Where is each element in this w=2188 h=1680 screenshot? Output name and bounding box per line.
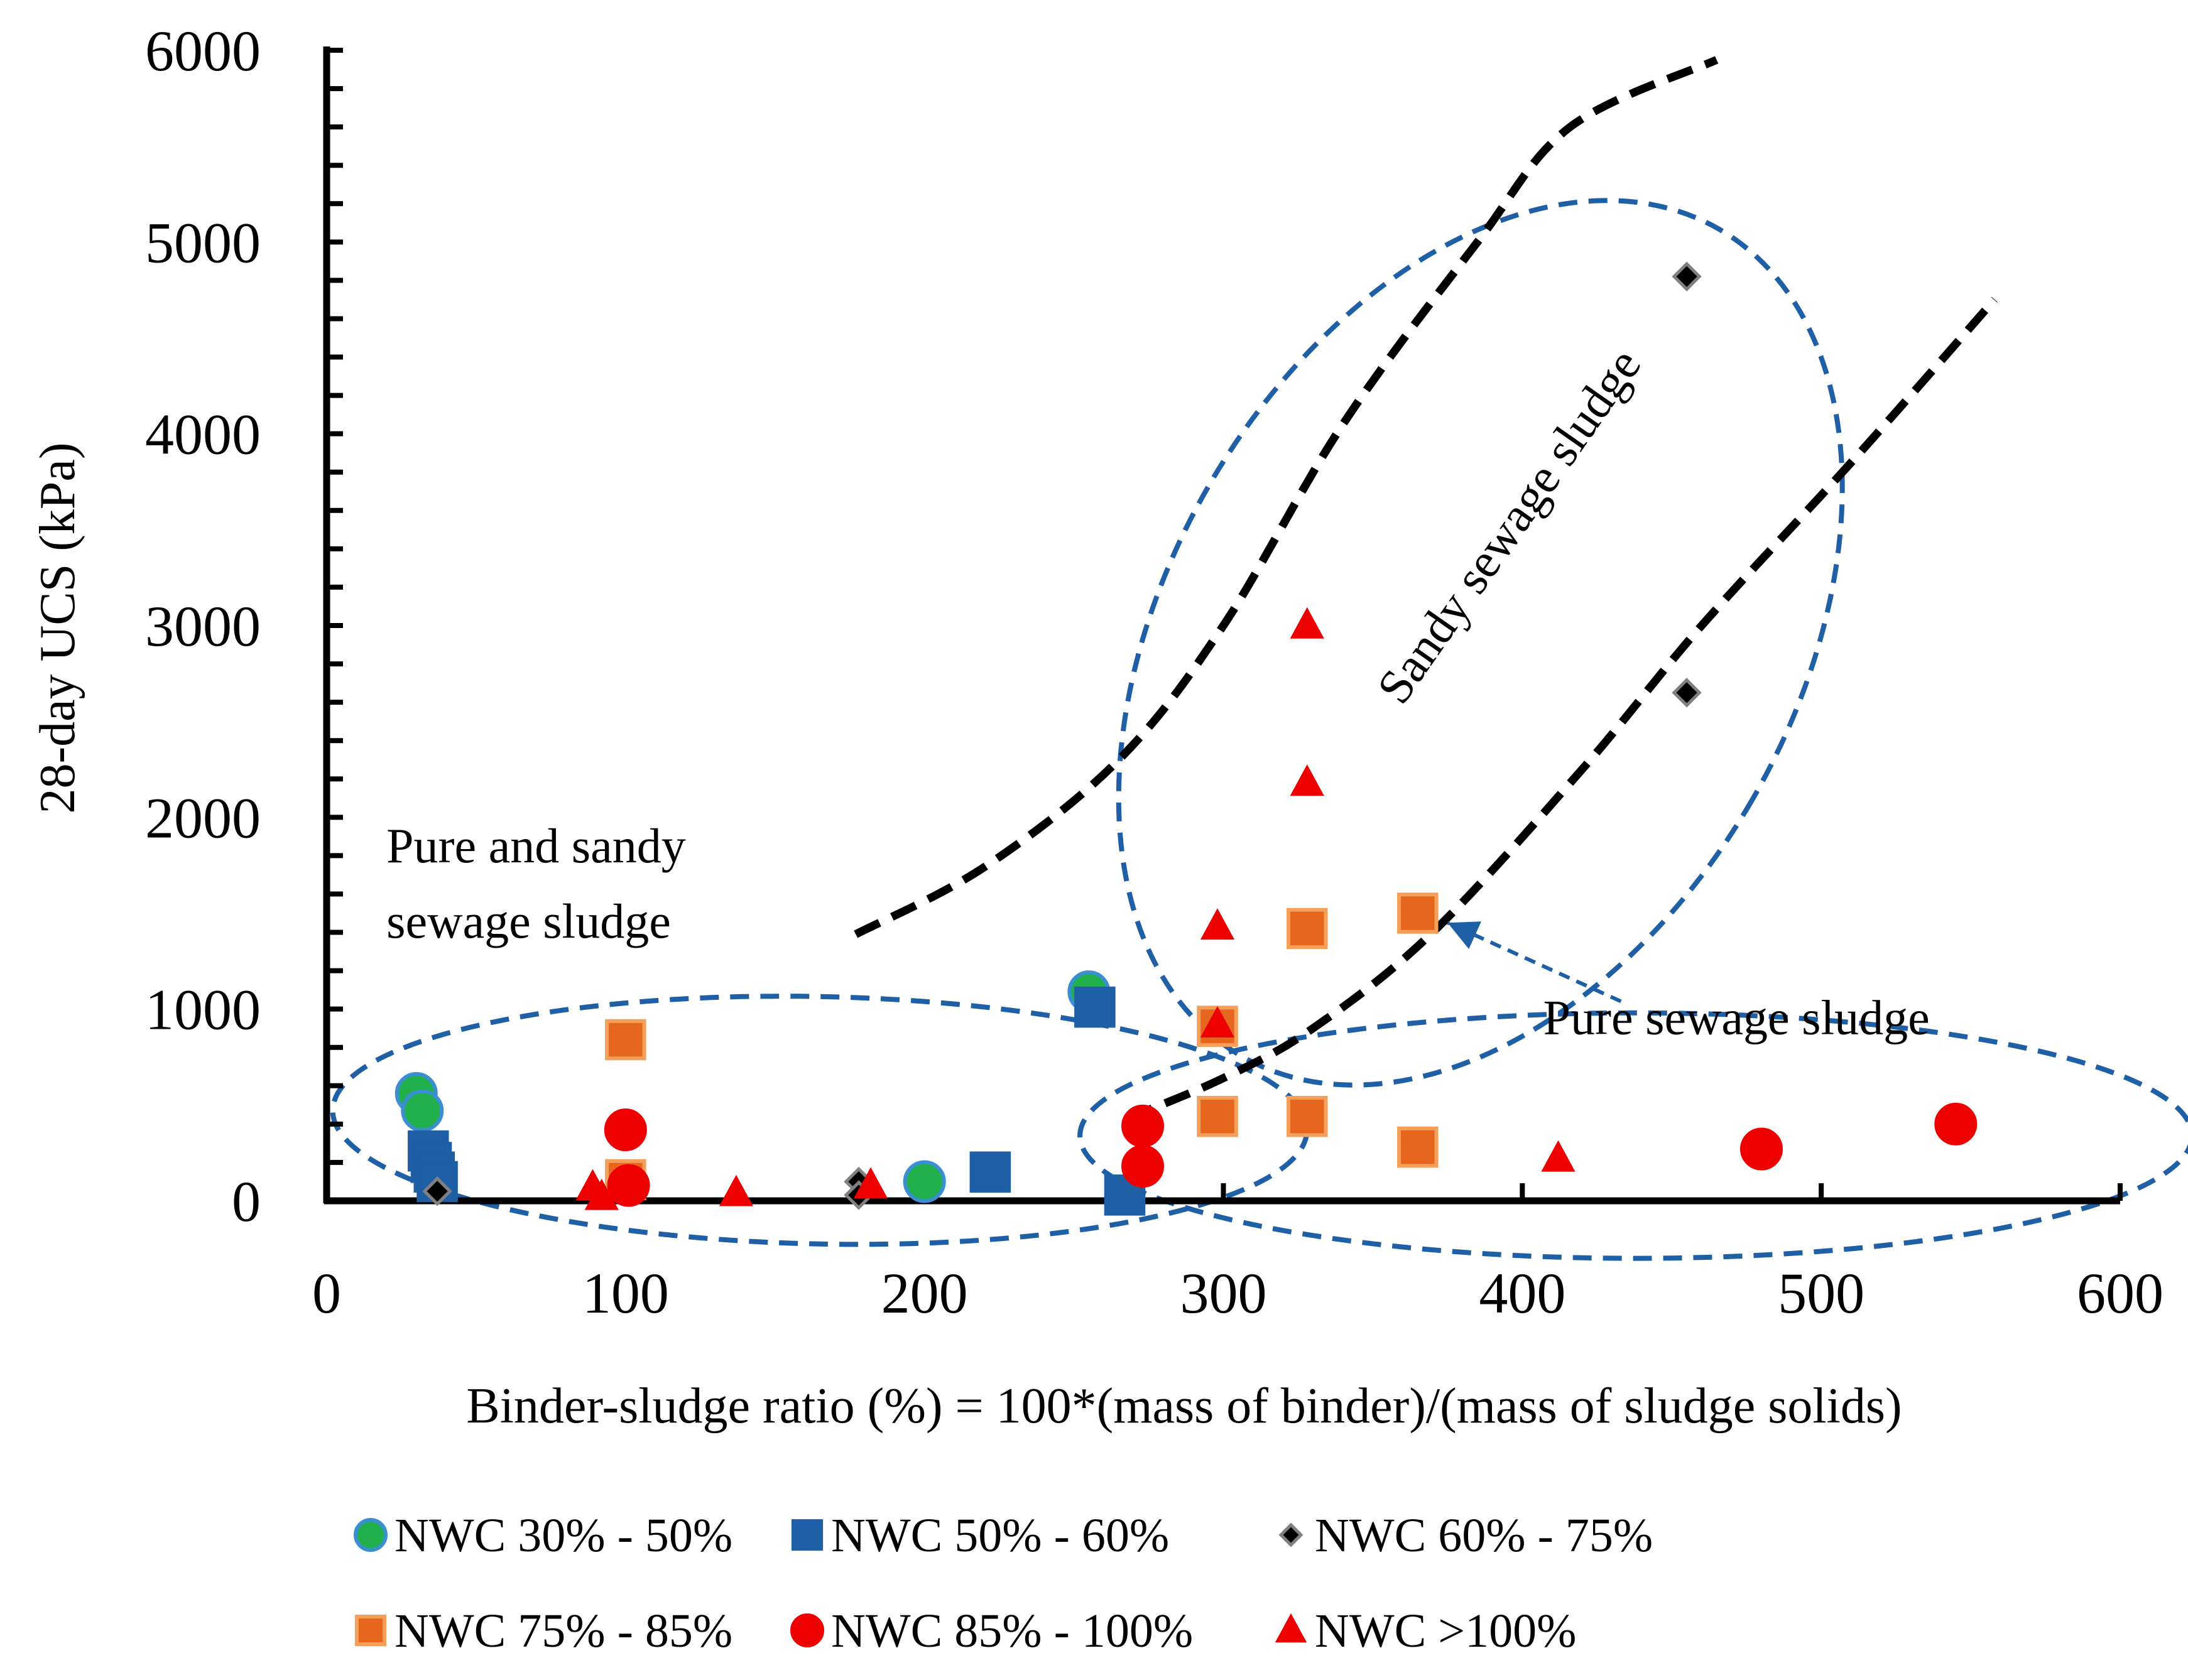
x-axis-title: Binder-sludge ratio (%) = 100*(mass of b… [466, 1379, 1902, 1434]
data-point [1541, 1140, 1576, 1172]
data-point [1074, 986, 1116, 1028]
data-point [605, 1019, 646, 1061]
x-tick-label: 100 [582, 1261, 669, 1325]
data-point [1672, 678, 1702, 708]
data-point [969, 1151, 1011, 1193]
region-sandy [1116, 198, 1845, 1088]
data-point [401, 1089, 444, 1132]
legend-label: NWC 30% - 50% [395, 1509, 732, 1562]
y-axis-title: 28-day UCS (kPa) [30, 442, 85, 813]
annotation-arrow-head [1447, 921, 1482, 949]
data-point [1121, 1145, 1165, 1188]
data-point [1672, 261, 1702, 291]
legend-marker [790, 1613, 824, 1647]
legend-label: NWC 85% - 100% [831, 1605, 1193, 1657]
legend-label: NWC >100% [1315, 1605, 1576, 1657]
legend-marker [1278, 1522, 1304, 1547]
y-tick-label: 1000 [145, 978, 261, 1042]
data-point [719, 1174, 754, 1206]
y-tick-label: 0 [232, 1169, 261, 1233]
lower-trend [1126, 296, 1998, 1122]
annotation-arrow-line [1447, 921, 1622, 1004]
x-tick-label: 0 [312, 1261, 341, 1325]
trendline-layer [854, 56, 1998, 1122]
data-point [1290, 764, 1324, 796]
legend-marker [1275, 1613, 1307, 1643]
annotation-pure-sandy-line: sewage sludge [386, 894, 671, 948]
data-point [1286, 1095, 1328, 1137]
legend-marker [354, 1614, 387, 1647]
data-point [584, 1178, 619, 1210]
annotation-pure: Pure sewage sludge [1543, 990, 1930, 1044]
data-point [1397, 892, 1439, 934]
data-point [1286, 908, 1328, 950]
data-point [1397, 1126, 1439, 1168]
axes: 0 1000 2000 3000 4000 5000 6000 0 100 200 300 400 50… [145, 19, 2164, 1325]
data-point [604, 1108, 647, 1152]
x-tick-label: 500 [1778, 1261, 1864, 1325]
data-point [1290, 607, 1324, 639]
y-tick-label: 2000 [145, 786, 261, 850]
data-point [853, 1167, 888, 1199]
data-point [1934, 1102, 1978, 1146]
legend-label: NWC 75% - 85% [395, 1605, 732, 1657]
data-point [1104, 1174, 1146, 1216]
y-tick-label: 6000 [145, 19, 261, 83]
data-point [1740, 1127, 1783, 1171]
data-point [1197, 1095, 1238, 1137]
y-tick-label: 3000 [145, 594, 261, 658]
legend-marker [354, 1518, 388, 1552]
data-point [1200, 1005, 1235, 1038]
data-point [1121, 1104, 1165, 1147]
upper-trend [854, 56, 1719, 938]
y-tick-label: 5000 [145, 210, 261, 274]
y-tick-label: 4000 [145, 403, 261, 467]
legend-marker [791, 1519, 824, 1551]
data-point [1200, 908, 1235, 940]
region-pure [1077, 1010, 2188, 1261]
marker-layer [395, 261, 1978, 1216]
x-tick-label: 600 [2077, 1261, 2164, 1325]
data-point [607, 1164, 650, 1207]
legend-label: NWC 60% - 75% [1315, 1509, 1653, 1562]
x-tick-label: 400 [1479, 1261, 1565, 1325]
data-point [422, 1176, 452, 1206]
x-tick-label: 200 [881, 1261, 968, 1325]
legend: NWC 30% - 50% NWC 50% - 60% NWC 60% - 75% N… [354, 1509, 1653, 1657]
legend-label: NWC 50% - 60% [831, 1509, 1169, 1562]
data-point [903, 1160, 946, 1203]
annotation-pure-sandy-line: Pure and sandy [386, 818, 686, 873]
x-tick-label: 300 [1180, 1261, 1267, 1325]
